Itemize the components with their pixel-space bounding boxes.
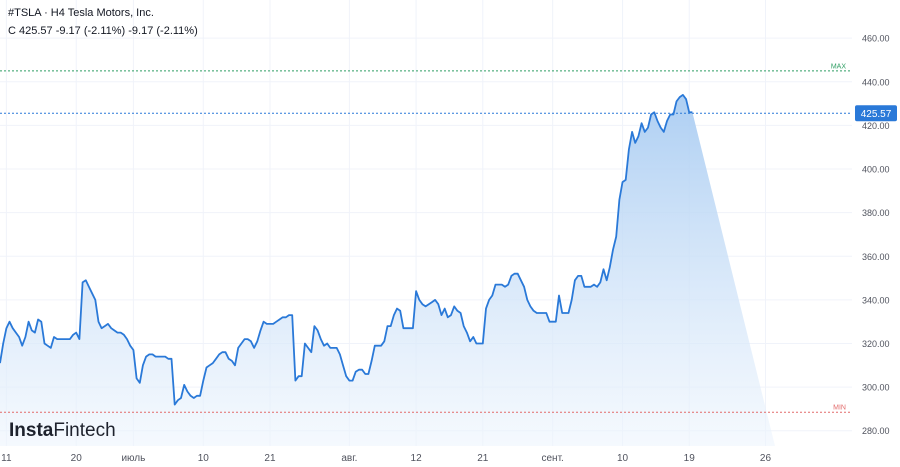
price-area-fill	[0, 94, 775, 447]
y-tick-label: 380.00	[862, 208, 890, 218]
x-tick-label: 21	[264, 453, 276, 464]
logo-thin: Fintech	[53, 420, 116, 441]
y-tick-label: 440.00	[862, 77, 890, 87]
brand-logo: InstaFintech	[9, 420, 116, 442]
y-tick-label: 340.00	[862, 295, 890, 305]
x-tick-label: 10	[617, 453, 629, 464]
x-tick-label: 26	[760, 453, 772, 464]
x-tick-label: 19	[684, 453, 696, 464]
x-tick-label: июль	[121, 453, 145, 464]
y-tick-label: 300.00	[862, 383, 890, 393]
x-tick-label: 20	[71, 453, 83, 464]
max-label: MAX	[831, 63, 847, 70]
ohlc-readout: C 425.57 -9.17 (-2.11%) -9.17 (-2.11%)	[8, 25, 198, 37]
y-tick-label: 360.00	[862, 252, 890, 262]
price-series-line	[0, 94, 693, 406]
y-tick-label: 400.00	[862, 165, 890, 175]
x-tick-label: 10	[198, 453, 210, 464]
x-axis: 11 20 июль 10 21 авг. 12 21 сент. 10 19 26	[1, 453, 771, 464]
symbol-title: #TSLA · H4 Tesla Motors, Inc.	[8, 7, 154, 19]
chart-grid	[0, 0, 852, 446]
x-tick-label: 11	[1, 453, 12, 464]
last-price-value: 425.57	[861, 109, 892, 120]
x-tick-label: 12	[411, 453, 423, 464]
y-tick-label: 320.00	[862, 339, 890, 349]
y-tick-label: 460.00	[862, 34, 890, 44]
last-price-badge: 425.57	[855, 105, 897, 122]
x-tick-label: авг.	[341, 453, 357, 464]
x-tick-label: 21	[477, 453, 489, 464]
logo-bold: Insta	[9, 420, 54, 441]
min-label: MIN	[833, 405, 846, 412]
y-tick-label: 420.00	[862, 121, 890, 131]
x-tick-label: сент.	[541, 453, 563, 464]
y-axis: 280.00 300.00 320.00 340.00 360.00 380.00 400.…	[862, 34, 890, 437]
y-tick-label: 280.00	[862, 426, 890, 436]
